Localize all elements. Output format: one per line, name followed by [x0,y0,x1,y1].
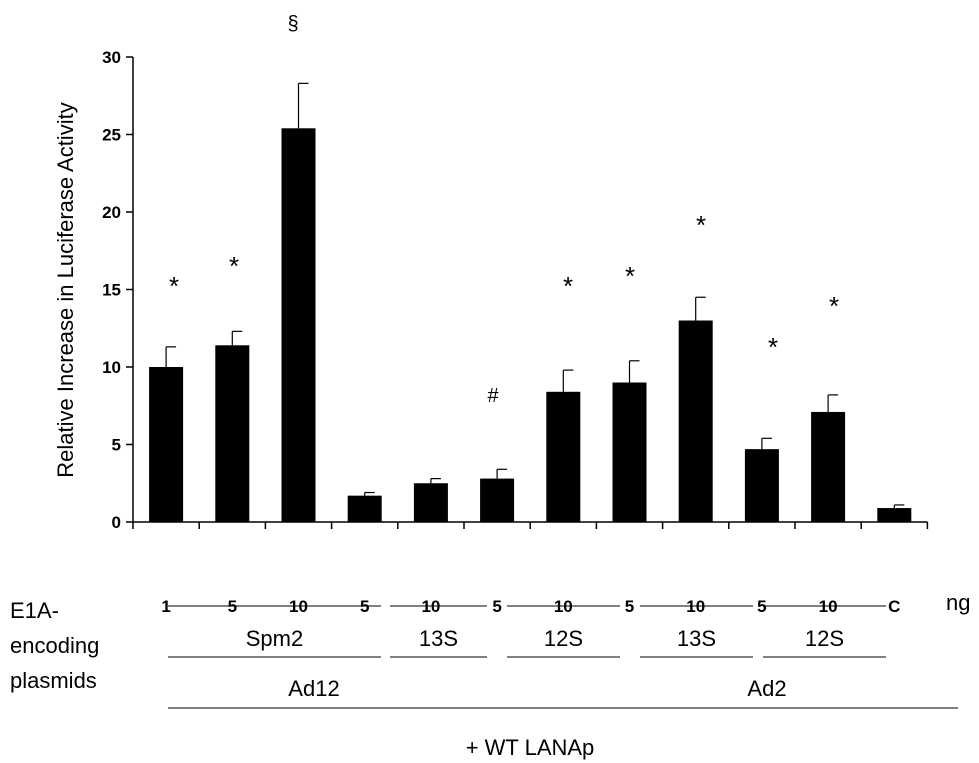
significance-mark: * [696,210,706,240]
significance-mark: * [169,271,179,301]
bars [149,82,912,523]
bar [215,345,250,522]
x-tick-label: 5 [757,597,766,616]
virus-group-label: Ad2 [747,676,786,701]
x-tick-label: C [888,597,900,616]
bar [149,367,184,522]
plasmid-group-label: 12S [805,626,844,651]
virus-group-label: Ad12 [288,676,339,701]
significance-mark: # [487,385,499,407]
plasmid-group-label: Spm2 [246,626,303,651]
significance-mark: * [563,271,573,301]
bar [877,508,912,522]
y-tick-label: 20 [102,203,121,222]
x-unit-label: ng [946,590,970,615]
x-tick-label: 5 [625,597,634,616]
y-tick-label: 25 [102,126,121,145]
plasmid-group-label: 13S [419,626,458,651]
footer-label: + WT LANAp [466,735,595,760]
significance-mark: * [229,251,239,281]
bar [678,320,713,522]
bar [413,483,448,522]
x-axis: 1 5 10 5 10 5 10 5 10 5 10 C [132,521,929,616]
bar [281,128,316,523]
bar [612,382,647,522]
x-tick-label: 5 [492,597,501,616]
significance-mark: * [625,261,635,291]
y-axis: 0 5 10 15 20 25 30 [102,48,134,532]
y-tick-label: 5 [112,436,121,455]
y-tick-label: 0 [112,513,121,532]
row-label-line: encoding [10,633,99,658]
significance-mark: § [287,13,298,35]
row-label-line: plasmids [10,668,97,693]
plasmid-groups: Spm2 13S 12S 13S 12S Ad12 Ad2 [168,605,958,709]
y-tick-label: 10 [102,358,121,377]
significance-annotations: * * § # * * * * * [169,13,839,407]
y-tick-label: 15 [102,281,121,300]
bar [744,449,779,522]
plasmid-group-label: 13S [677,626,716,651]
bar [811,411,846,522]
bar [546,391,581,522]
row-label-line: E1A- [10,598,59,623]
x-tick-label: 1 [161,597,170,616]
y-axis-title: Relative Increase in Luciferase Activity [53,102,78,477]
plasmid-group-label: 12S [544,626,583,651]
bar [480,478,515,522]
bar [347,495,382,522]
y-tick-label: 30 [102,48,121,67]
row-label-e1a-plasmids: E1A-encoding plasmids [10,598,99,693]
significance-mark: * [829,291,839,321]
significance-mark: * [768,332,778,362]
